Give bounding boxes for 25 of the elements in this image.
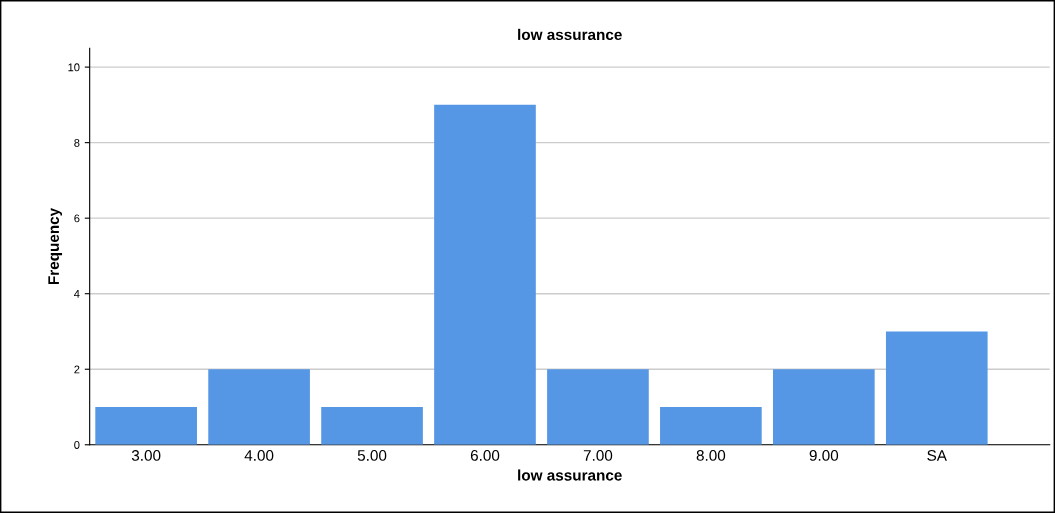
x-tick-label: 3.00 bbox=[131, 450, 161, 461]
bar bbox=[321, 407, 423, 445]
x-tick-label: SA bbox=[927, 450, 947, 461]
bar bbox=[95, 407, 197, 445]
x-tick-label: 7.00 bbox=[583, 450, 613, 461]
bar bbox=[208, 369, 310, 445]
x-tick-label: 9.00 bbox=[809, 450, 839, 461]
x-tick-label: 5.00 bbox=[357, 450, 387, 461]
bar bbox=[885, 331, 988, 445]
x-tick-label: 8.00 bbox=[696, 450, 726, 461]
bar bbox=[773, 369, 875, 445]
y-tick-label: 8 bbox=[74, 138, 80, 147]
y-tick-label: 6 bbox=[74, 214, 80, 223]
y-tick-label: 4 bbox=[74, 290, 80, 298]
y-tick-label: 0 bbox=[74, 441, 80, 449]
bar bbox=[547, 369, 649, 445]
chart-title: low assurance bbox=[518, 28, 622, 41]
y-tick-label: 10 bbox=[68, 63, 80, 72]
x-axis-title: low assurance bbox=[518, 469, 622, 481]
x-tick-label: 6.00 bbox=[470, 450, 500, 461]
x-tick-label: 4.00 bbox=[244, 450, 274, 461]
bar bbox=[660, 407, 762, 445]
y-axis-title: Frequency bbox=[48, 207, 63, 285]
bar bbox=[434, 104, 536, 445]
y-tick-label: 2 bbox=[74, 365, 80, 374]
